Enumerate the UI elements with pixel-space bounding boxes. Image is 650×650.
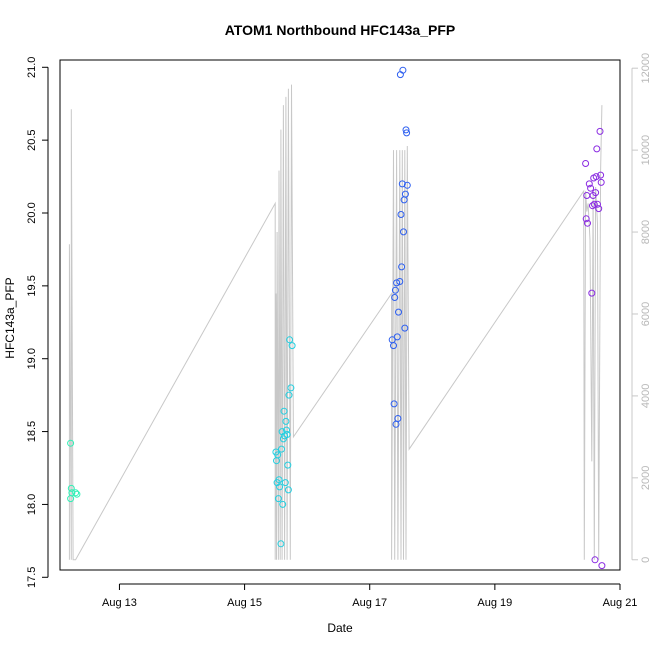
data-point [399, 66, 407, 74]
x-tick-label: Aug 15 [227, 597, 262, 609]
data-point [284, 461, 292, 469]
y-tick-label: 21.0 [26, 57, 38, 78]
data-point [73, 490, 81, 498]
chart-title: ATOM1 Northbound HFC143a_PFP [225, 22, 456, 38]
data-point [585, 180, 593, 188]
y-tick-label: 18.0 [26, 494, 38, 515]
data-point [590, 200, 598, 208]
data-point [287, 384, 295, 392]
secondary-series-line [68, 84, 603, 561]
x-tick-label: Aug 13 [102, 597, 137, 609]
data-point [285, 391, 293, 399]
y-tick-label: 20.0 [26, 202, 38, 223]
data-point [594, 200, 601, 208]
data-point [398, 180, 406, 188]
data-point [584, 219, 591, 227]
data-point [393, 279, 401, 287]
data-point [402, 126, 410, 134]
data-point [390, 342, 397, 350]
y-tick-label: 17.5 [26, 567, 38, 588]
data-point [390, 400, 398, 408]
data-point [598, 562, 606, 570]
y2-tick-label: 4000 [640, 384, 650, 408]
plot-frame [59, 59, 621, 571]
data-point [400, 228, 407, 236]
data-point [595, 205, 603, 213]
data-point [72, 489, 80, 497]
x-axis-title: Date [327, 621, 353, 635]
data-point [587, 184, 595, 192]
data-point [281, 479, 289, 487]
data-point [403, 129, 411, 137]
data-point [593, 145, 601, 153]
data-point [398, 263, 406, 271]
y2-tick-label: 10000 [640, 135, 650, 166]
data-point [393, 333, 401, 341]
data-point [397, 211, 405, 218]
data-point [283, 431, 291, 438]
data-point [288, 342, 296, 350]
data-point [401, 324, 409, 332]
y2-tick-label: 6000 [640, 302, 650, 326]
data-point [67, 484, 75, 492]
data-point [591, 556, 599, 564]
x-tick-label: Aug 19 [477, 597, 512, 609]
data-point [396, 278, 404, 285]
data-point [597, 178, 605, 186]
y2-tick-label: 8000 [640, 220, 650, 244]
x-tick-label: Aug 17 [352, 597, 387, 609]
data-point [583, 192, 591, 199]
axes-layer: Aug 13 Aug 15 Aug 17 Aug 19 Aug 21 17.5 18.0 18… [26, 53, 650, 609]
y-tick-label: 19.5 [26, 275, 38, 296]
points-layer [67, 66, 606, 570]
data-point [67, 439, 75, 447]
data-point [582, 160, 590, 167]
data-point [592, 189, 600, 197]
data-point [277, 540, 285, 548]
data-point [279, 500, 287, 508]
data-point [391, 286, 399, 294]
data-point [286, 336, 294, 344]
y2-tick-label: 2000 [640, 466, 650, 490]
data-point [403, 181, 411, 189]
data-point [394, 415, 402, 422]
y2-tick-label: 0 [640, 557, 650, 563]
y2-tick-label: 12000 [640, 53, 650, 84]
data-point [68, 489, 76, 497]
y-tick-label: 19.0 [26, 348, 38, 369]
data-point [284, 486, 292, 494]
data-point [282, 417, 290, 425]
data-point [275, 476, 283, 484]
data-point [283, 426, 290, 434]
y-axis-title: HFC143a_PFP [3, 277, 17, 358]
y-tick-label: 18.5 [26, 421, 38, 442]
data-point [596, 127, 604, 135]
data-point [592, 173, 600, 181]
data-point [589, 202, 596, 210]
data-point [395, 308, 402, 316]
x-tick-label: Aug 21 [603, 597, 638, 609]
data-point [278, 445, 285, 453]
data-point [588, 289, 596, 297]
data-point [391, 294, 399, 301]
data-point [597, 171, 605, 179]
data-point [274, 495, 282, 503]
data-point [274, 451, 282, 459]
data-point [276, 483, 284, 491]
data-point [401, 190, 409, 198]
data-point [280, 407, 288, 415]
secondary-line-layer [68, 84, 603, 561]
y-tick-label: 20.5 [26, 129, 38, 150]
data-point [582, 215, 590, 223]
